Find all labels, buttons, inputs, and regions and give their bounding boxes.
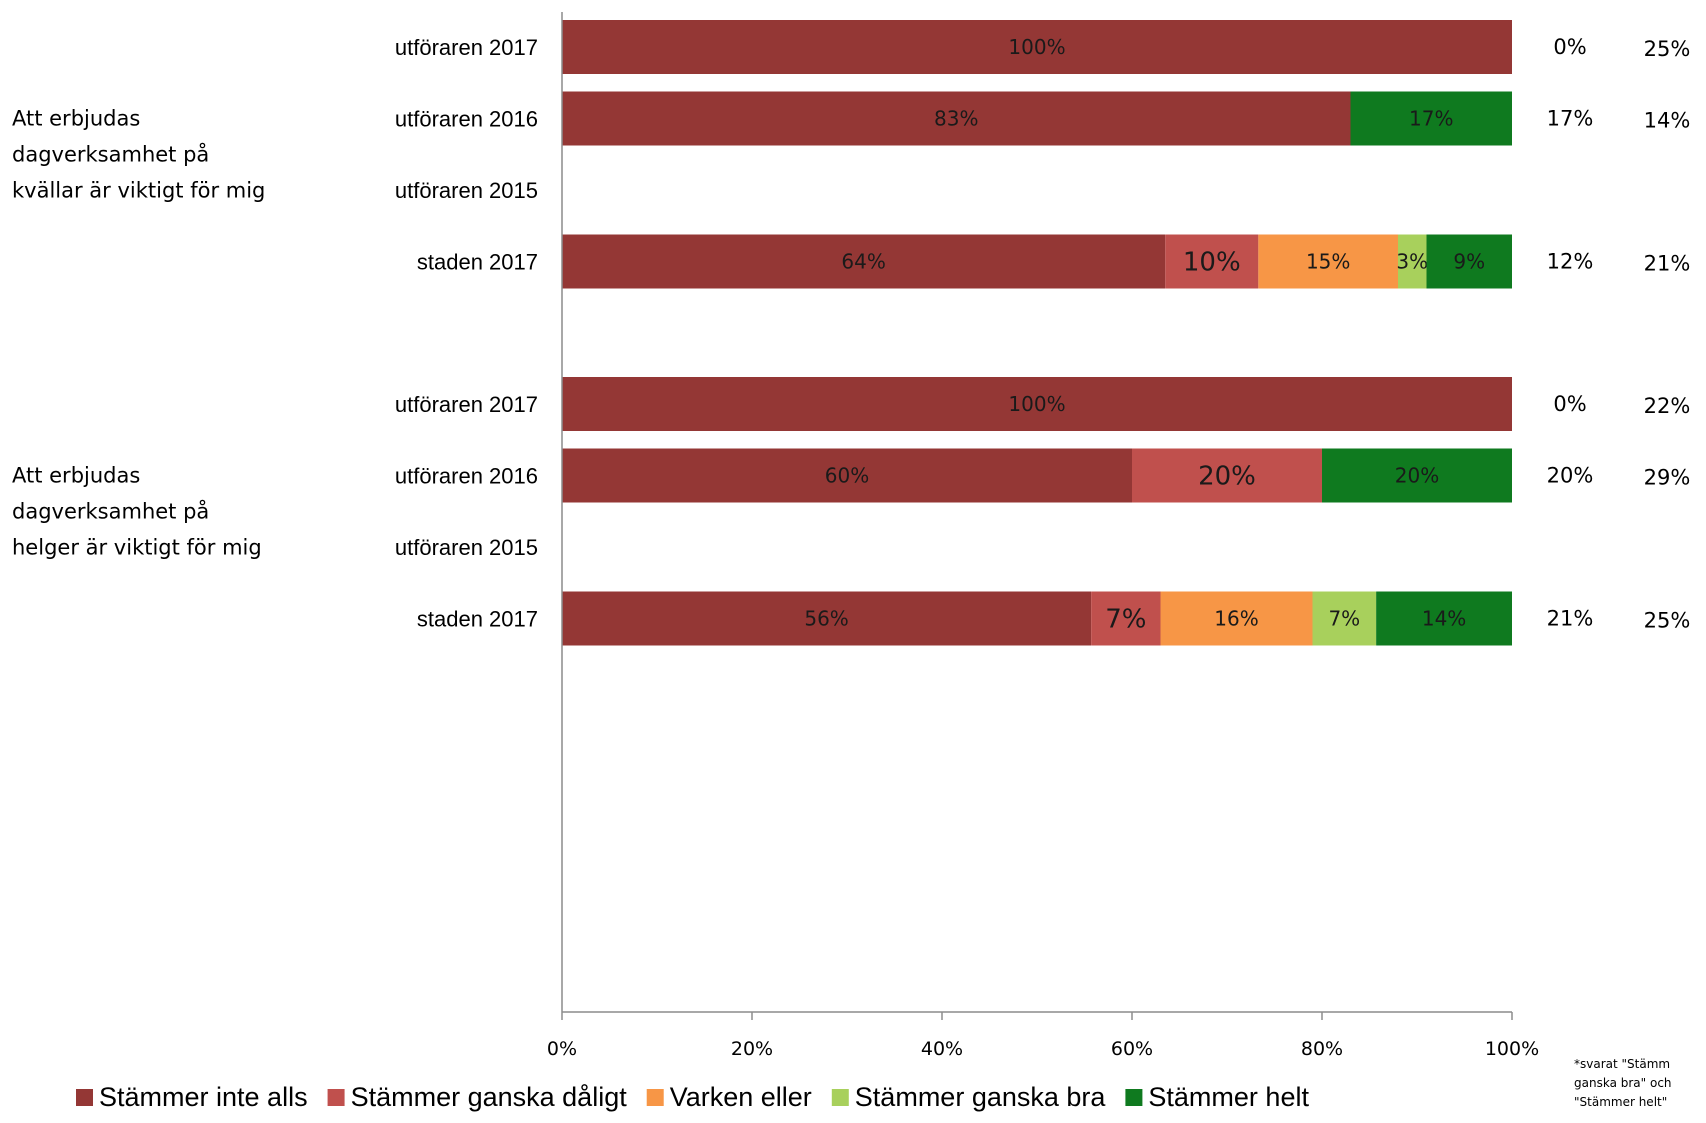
bar-segment <box>562 448 1132 503</box>
bar-segment <box>1160 591 1313 646</box>
data-label: 16% <box>1214 607 1258 631</box>
data-label: 14% <box>1422 607 1466 631</box>
group-label-line: helger är viktigt för mig <box>12 535 262 559</box>
legend-label: Varken eller <box>670 1082 812 1112</box>
bar-segment <box>562 377 1512 431</box>
data-label: 56% <box>804 607 848 631</box>
group-label-line: dagverksamhet på <box>12 141 209 166</box>
bar-segment <box>1091 591 1161 646</box>
footnote-line: ganska bra" och <box>1574 1076 1672 1090</box>
group-label-line: Att erbjudas <box>12 463 140 487</box>
side-value-2: 29% <box>1644 466 1691 490</box>
legend-label: Stämmer ganska bra <box>855 1082 1107 1112</box>
data-label: 20% <box>1395 464 1439 488</box>
side-value-2: 21% <box>1644 252 1691 276</box>
bar-segment <box>1132 448 1322 503</box>
legend: Stämmer inte alls Stämmer ganska dåligt Va… <box>76 1082 1309 1112</box>
bar-segment <box>562 20 1512 74</box>
side-value-columns: 0% 25% 17% 14% 12% 21% 0% 22% 20% 29% 21% 25% <box>1547 35 1691 633</box>
legend-label: Stämmer helt <box>1148 1082 1309 1112</box>
x-tick-label: 40% <box>921 1038 963 1060</box>
legend-swatch <box>646 1089 664 1106</box>
legend-swatch <box>76 1089 93 1106</box>
side-value-2: 14% <box>1644 109 1691 133</box>
side-value-2: 25% <box>1644 37 1691 61</box>
group-label-line: dagverksamhet på <box>12 498 209 523</box>
bar-segment <box>1258 234 1398 289</box>
legend-swatch <box>1125 1089 1143 1106</box>
y-tick-label: utföraren 2015 <box>395 178 538 203</box>
x-tick-label: 80% <box>1301 1038 1343 1060</box>
y-tick-label: utföraren 2015 <box>395 535 538 560</box>
legend-label: Stämmer inte alls <box>99 1082 308 1112</box>
side-value-2: 22% <box>1644 394 1691 418</box>
data-label: 17% <box>1409 107 1453 131</box>
y-axis-tick-labels: utföraren 2017 utföraren 2016 utföraren 20… <box>395 35 538 632</box>
bar-segment <box>1376 591 1512 646</box>
bar-segment <box>1322 448 1512 503</box>
data-label: 15% <box>1306 250 1350 274</box>
side-value-1: 0% <box>1553 35 1586 59</box>
bar-segment <box>1165 234 1259 289</box>
y-tick-label: staden 2017 <box>417 607 538 632</box>
y-tick-label: utföraren 2017 <box>395 392 538 417</box>
bar-segment <box>1312 591 1377 646</box>
y-tick-label: utföraren 2017 <box>395 35 538 60</box>
side-value-1: 21% <box>1547 607 1594 631</box>
y-tick-label: utföraren 2016 <box>395 107 538 132</box>
data-label: 100% <box>1008 392 1065 416</box>
bar-segment <box>1426 234 1512 289</box>
data-label: 10% <box>1183 248 1241 278</box>
data-label: 3% <box>1396 250 1428 274</box>
data-label: 7% <box>1328 607 1360 631</box>
footnote: *svarat "Stämm ganska bra" och "Stämmer he… <box>1574 1057 1672 1109</box>
legend-swatch <box>831 1089 849 1106</box>
x-tick-label: 100% <box>1485 1038 1539 1060</box>
data-label: 100% <box>1008 35 1065 59</box>
data-label: 60% <box>825 464 869 488</box>
bar-segment <box>562 234 1166 289</box>
x-tick-label: 20% <box>731 1038 773 1060</box>
footnote-line: *svarat "Stämm <box>1574 1057 1670 1071</box>
bar-segment <box>562 91 1351 146</box>
x-tick-label: 60% <box>1111 1038 1153 1060</box>
side-value-1: 0% <box>1553 392 1586 416</box>
y-tick-label: utföraren 2016 <box>395 464 538 489</box>
bars: 100% 83% 17% 64% 10% 15% 3% 9% 100% 60% 20% 20% 56% 7… <box>562 20 1512 646</box>
data-label: 20% <box>1198 462 1256 492</box>
data-label: 83% <box>934 107 978 131</box>
side-value-1: 20% <box>1547 464 1594 488</box>
group-labels: Att erbjudas dagverksamhet på kvällar är v… <box>12 106 265 559</box>
data-label: 64% <box>841 250 885 274</box>
y-tick-label: staden 2017 <box>417 250 538 275</box>
group-label-line: Att erbjudas <box>12 106 140 130</box>
bar-segment <box>1350 91 1512 146</box>
data-label: 9% <box>1453 250 1485 274</box>
footnote-line: "Stämmer helt" <box>1574 1095 1667 1109</box>
bar-segment <box>1398 234 1427 289</box>
x-tick-label: 0% <box>547 1038 577 1060</box>
group-label-line: kvällar är viktigt för mig <box>12 178 265 202</box>
x-axis: 0% 20% 40% 60% 80% 100% <box>547 1011 1539 1060</box>
data-label: 7% <box>1105 605 1146 635</box>
side-value-1: 17% <box>1547 107 1594 131</box>
legend-label: Stämmer ganska dåligt <box>351 1082 628 1112</box>
legend-swatch <box>327 1089 345 1106</box>
side-value-2: 25% <box>1644 609 1691 633</box>
side-value-1: 12% <box>1547 250 1594 274</box>
bar-segment <box>562 591 1092 646</box>
